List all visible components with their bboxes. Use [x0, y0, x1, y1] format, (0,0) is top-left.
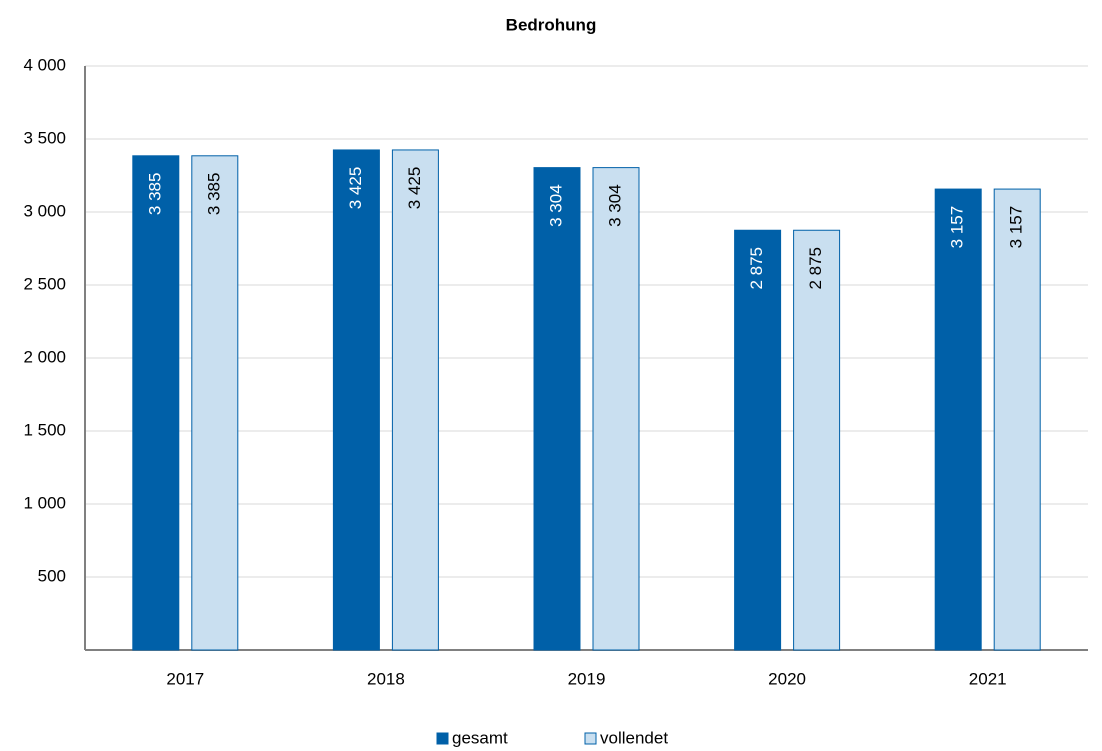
value-label: 2 875	[747, 247, 766, 290]
bar	[332, 149, 380, 651]
y-tick-label: 3 500	[23, 128, 66, 147]
bar	[734, 229, 782, 651]
value-label: 3 425	[346, 167, 365, 210]
x-tick-label: 2020	[768, 669, 806, 688]
bar	[191, 155, 239, 651]
bar	[533, 167, 581, 651]
y-tick-label: 500	[38, 566, 66, 585]
y-tick-label: 3 000	[23, 201, 66, 220]
bar	[592, 167, 640, 651]
value-label: 3 304	[546, 184, 565, 227]
y-tick-label: 2 500	[23, 274, 66, 293]
legend-swatch	[584, 732, 597, 745]
y-tick-label: 1 500	[23, 420, 66, 439]
value-label: 3 385	[204, 173, 223, 216]
legend-label: gesamt	[452, 728, 508, 747]
value-label: 3 157	[1007, 206, 1026, 249]
value-label: 3 425	[405, 167, 424, 210]
bar	[993, 188, 1041, 651]
value-label: 2 875	[806, 247, 825, 290]
chart-title: Bedrohung	[506, 15, 597, 34]
value-label: 3 157	[948, 206, 967, 249]
legend-label: vollendet	[600, 728, 668, 747]
x-tick-label: 2019	[568, 669, 606, 688]
value-label: 3 385	[145, 173, 164, 216]
bar	[391, 149, 439, 651]
legend-swatch	[436, 732, 449, 745]
x-tick-label: 2017	[166, 669, 204, 688]
x-tick-label: 2021	[969, 669, 1007, 688]
bar	[934, 188, 982, 651]
bar	[132, 155, 180, 651]
y-tick-label: 1 000	[23, 493, 66, 512]
x-tick-label: 2018	[367, 669, 405, 688]
y-tick-label: 2 000	[23, 347, 66, 366]
bar	[793, 229, 841, 651]
value-label: 3 304	[605, 184, 624, 227]
y-tick-label: 4 000	[23, 55, 66, 74]
